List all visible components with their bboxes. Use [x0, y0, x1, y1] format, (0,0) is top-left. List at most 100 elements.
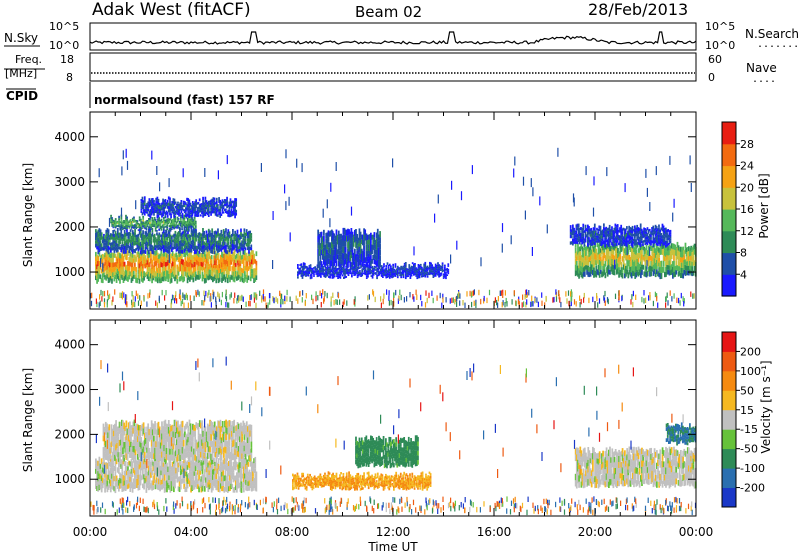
data-cell	[376, 253, 379, 260]
data-cell	[201, 242, 203, 246]
data-cell	[616, 236, 619, 240]
data-cell	[330, 273, 333, 275]
data-cell	[191, 242, 194, 246]
data-cell	[377, 272, 380, 275]
data-cell	[180, 202, 183, 205]
data-cell	[112, 272, 114, 277]
data-cell	[680, 272, 682, 278]
data-cell	[154, 211, 156, 213]
clutter-mark	[239, 295, 241, 302]
data-cell	[106, 248, 109, 253]
data-cell	[433, 268, 436, 271]
data-cell	[171, 209, 174, 212]
data-cell	[153, 216, 156, 219]
data-cell	[168, 236, 171, 241]
data-cell	[333, 274, 336, 276]
data-cell	[201, 203, 203, 205]
data-cell	[666, 235, 668, 238]
clutter-mark	[353, 299, 355, 305]
data-cell	[165, 225, 167, 228]
clutter-mark	[195, 291, 197, 298]
data-cell	[597, 238, 600, 241]
data-cell	[621, 228, 624, 232]
data-cell	[111, 220, 114, 222]
data-cell	[423, 268, 426, 272]
data-cell	[367, 270, 369, 273]
data-cell	[396, 267, 399, 270]
clutter-mark	[399, 289, 401, 295]
data-cell	[112, 246, 115, 251]
data-cell	[239, 250, 242, 256]
data-cell	[192, 233, 195, 237]
data-cell	[609, 246, 611, 252]
data-cell	[218, 259, 221, 264]
data-cell	[337, 248, 340, 255]
data-cell	[136, 222, 139, 225]
data-cell	[245, 252, 247, 258]
data-cell	[587, 265, 590, 272]
data-cell	[186, 261, 189, 268]
data-cell	[171, 250, 174, 256]
data-cell	[669, 245, 672, 251]
data-cell	[642, 264, 645, 270]
data-cell	[194, 252, 197, 258]
data-cell	[178, 214, 180, 217]
data-cell	[682, 252, 685, 258]
data-cell	[376, 274, 378, 277]
data-cell	[146, 233, 149, 237]
data-cell	[593, 257, 595, 263]
clutter-mark	[321, 293, 323, 299]
data-cell	[587, 224, 589, 229]
data-cell	[631, 240, 634, 244]
data-cell	[238, 259, 241, 264]
data-cell	[207, 238, 210, 243]
data-cell	[222, 242, 225, 246]
data-cell	[104, 252, 106, 258]
data-cell	[233, 203, 235, 207]
data-cell	[180, 220, 182, 223]
data-cell	[665, 256, 667, 262]
data-cell	[201, 206, 203, 209]
data-cell	[166, 205, 169, 209]
clutter-mark	[497, 302, 499, 308]
data-cell	[111, 278, 113, 284]
data-cell	[175, 237, 178, 241]
data-cell	[118, 235, 120, 238]
data-cell	[175, 226, 178, 228]
data-cell	[331, 276, 334, 279]
data-cell	[212, 207, 215, 211]
data-cell	[622, 253, 625, 259]
data-cell	[359, 272, 361, 274]
data-cell	[379, 243, 381, 250]
data-cell	[105, 254, 108, 260]
data-cell	[175, 240, 178, 244]
data-cell	[605, 237, 608, 240]
data-cell	[131, 271, 134, 277]
data-cell	[192, 243, 195, 248]
data-cell	[367, 234, 370, 240]
data-cell	[430, 270, 432, 273]
data-cell	[121, 269, 124, 275]
data-cell	[99, 264, 102, 270]
data-cell	[98, 462, 101, 468]
data-cell	[378, 266, 381, 269]
data-cell	[666, 264, 669, 270]
data-cell	[104, 472, 106, 478]
data-cell	[344, 272, 346, 275]
data-cell	[605, 243, 608, 250]
data-cell	[198, 266, 200, 271]
data-cell	[606, 228, 609, 231]
data-cell	[302, 273, 305, 277]
data-cell	[645, 234, 648, 237]
data-cell	[108, 272, 111, 278]
scatter-mark	[471, 165, 473, 175]
data-cell	[111, 222, 114, 224]
data-cell	[199, 261, 202, 266]
data-cell	[632, 233, 635, 237]
data-cell	[155, 209, 158, 213]
data-cell	[414, 273, 416, 276]
data-cell	[186, 228, 189, 231]
data-cell	[663, 242, 666, 246]
data-cell	[380, 272, 383, 275]
data-cell	[191, 203, 194, 206]
